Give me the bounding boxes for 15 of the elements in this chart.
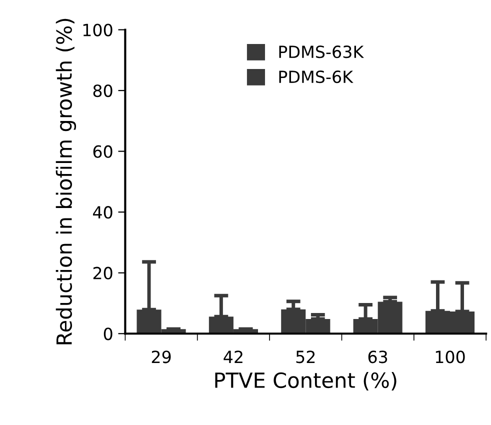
y-tick-label: 100 (83, 24, 112, 36)
x-tick-label: 63 (368, 350, 388, 364)
x-axis-title: PTVE Content (%) (215, 372, 396, 391)
y-tick-label: 80 (93, 84, 112, 98)
x-tick-label: 52 (296, 350, 315, 364)
x-tick-label: 29 (152, 350, 171, 364)
legend-label: PDMS-63K (279, 46, 364, 58)
y-tick-label: 40 (93, 206, 112, 219)
x-tick-label: 42 (224, 350, 242, 363)
legend-label: PDMS-6K (279, 70, 354, 84)
y-axis-title: Reduction in biofilm growth (%) (56, 18, 76, 344)
y-tick-label: 0 (104, 328, 112, 340)
y-tick-label: 60 (93, 145, 112, 158)
x-tick-label: 100 (436, 350, 465, 364)
y-tick-label: 20 (93, 266, 112, 280)
